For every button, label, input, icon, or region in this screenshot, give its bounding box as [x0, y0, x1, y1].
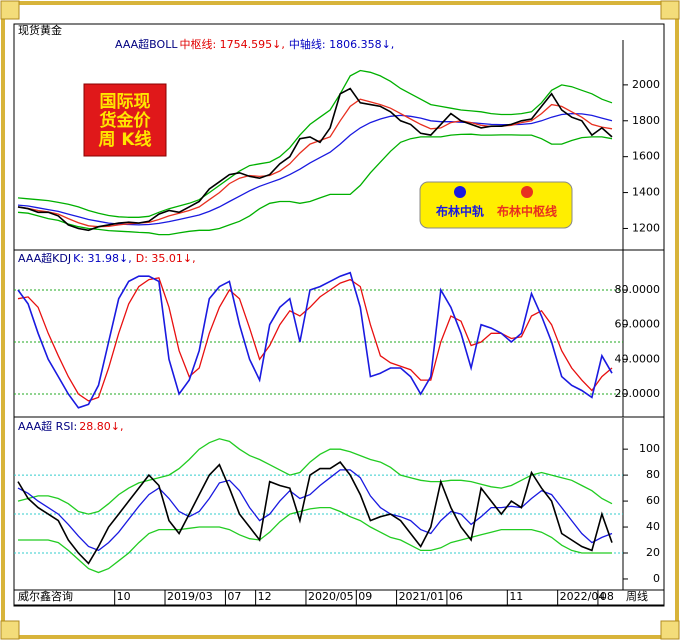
- indicator-header: AAA超KDJ K: 31.98↓, D: 35.01↓,: [18, 251, 196, 265]
- y-tick-label: 0: [653, 572, 660, 585]
- annotation: 货金价: [100, 110, 152, 131]
- series-line: [17, 461, 613, 565]
- source: 威尔鑫咨询: [18, 589, 73, 603]
- corner: [660, 620, 680, 640]
- series-line: [17, 87, 613, 232]
- indicator-name: AAA超KDJ: [18, 251, 71, 265]
- y-tick-label: 1800: [632, 114, 660, 127]
- y-tick-label: 60: [646, 494, 660, 507]
- annotation: 国际现: [100, 92, 151, 112]
- readout: 中枢线: 1754.595↓,: [179, 37, 284, 51]
- y-tick-label: 100: [639, 442, 660, 455]
- x-tick-label: 2022/04: [560, 590, 606, 603]
- annotation-box: [83, 83, 167, 157]
- legend-label: 布林中枢线: [497, 204, 557, 219]
- legend-label: 布林中轨: [436, 204, 484, 219]
- period-label: 周线: [626, 589, 648, 603]
- y-tick-label: 1600: [632, 150, 660, 163]
- readout: 28.80↓,: [79, 420, 123, 433]
- x-tick-label: 07: [227, 590, 241, 603]
- indicator-name: AAA超BOLL: [115, 37, 178, 51]
- x-tick-label: 2019/03: [167, 590, 213, 603]
- x-tick-label: 2020/05: [308, 590, 354, 603]
- x-tick-label: 10: [117, 590, 131, 603]
- legend-marker: [521, 186, 533, 198]
- y-tick-label: 40: [646, 520, 660, 533]
- instrument: 现货黄金: [18, 23, 62, 37]
- y-tick-label: 60.0000: [615, 318, 661, 331]
- y-tick-label: 40.0000: [615, 352, 661, 365]
- readout: K: 31.98↓,: [73, 252, 132, 265]
- y-tick-label: 20: [646, 546, 660, 559]
- y-tick-label: 80: [646, 468, 660, 481]
- readout: D: 35.01↓,: [136, 252, 196, 265]
- x-tick-label: 11: [509, 590, 523, 603]
- x-tick-label: 12: [258, 590, 272, 603]
- indicator-header: AAA超 RSI: 28.80↓,: [18, 419, 123, 433]
- series-line: [18, 506, 612, 574]
- panels: 1200 1400 1600 1800 2000 AAA超BOLL 中枢线: 1754.59…: [14, 37, 664, 591]
- series-line: [17, 438, 613, 515]
- series-line: [17, 98, 613, 228]
- corner: [0, 0, 20, 20]
- readout: 中轴线: 1806.358↓,: [289, 37, 394, 51]
- y-tick-label: 1400: [632, 186, 660, 199]
- series-line: [17, 277, 613, 402]
- x-tick-label: 2021/01: [399, 590, 445, 603]
- y-tick-label: 2000: [632, 78, 660, 91]
- corner: [660, 0, 680, 20]
- legend-marker: [454, 186, 466, 198]
- series-line: [17, 133, 613, 236]
- series-line: [17, 271, 613, 409]
- plot-frame: [13, 23, 665, 607]
- corner: [0, 620, 20, 640]
- y-tick-label: 80.0000: [615, 283, 661, 296]
- x-tick-label: 06: [449, 590, 463, 603]
- y-tick-label: 20.0000: [615, 387, 661, 400]
- indicator-header: AAA超BOLL 中枢线: 1754.595↓, 中轴线: 1806.358↓,: [115, 37, 394, 51]
- x-tick-label: 09: [358, 590, 372, 603]
- annotation: 周 K线: [98, 129, 151, 150]
- indicator-name: AAA超 RSI:: [18, 419, 77, 433]
- x-tick-label: 08: [600, 590, 614, 603]
- y-tick-label: 1200: [632, 221, 660, 234]
- series-line: [17, 469, 613, 552]
- series-line: [17, 69, 613, 218]
